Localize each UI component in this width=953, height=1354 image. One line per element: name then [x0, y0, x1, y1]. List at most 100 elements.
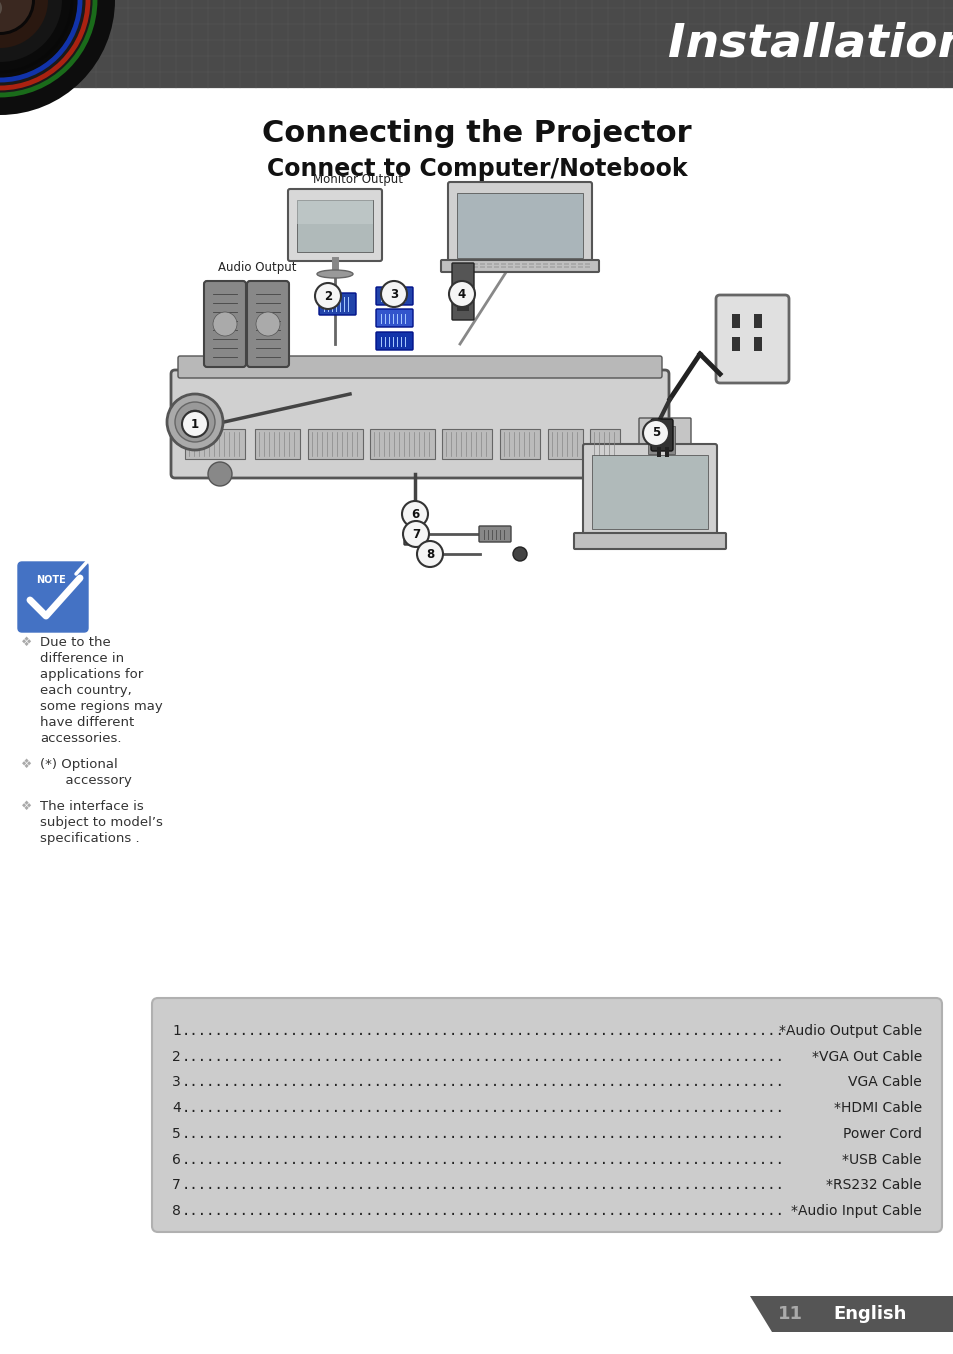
Text: *HDMI Cable: *HDMI Cable — [833, 1101, 921, 1116]
Bar — [370, 429, 435, 459]
Bar — [731, 314, 740, 328]
Bar — [589, 429, 619, 459]
Circle shape — [167, 394, 223, 450]
Circle shape — [513, 547, 526, 561]
Text: each country,: each country, — [40, 684, 132, 697]
FancyBboxPatch shape — [375, 309, 413, 328]
Text: Connect to Computer/Notebook: Connect to Computer/Notebook — [267, 157, 686, 181]
Text: ❖: ❖ — [21, 636, 32, 649]
Bar — [465, 263, 471, 265]
Text: *VGA Out Cable: *VGA Out Cable — [811, 1049, 921, 1064]
Circle shape — [208, 462, 232, 486]
Text: Power Cord: Power Cord — [842, 1127, 921, 1141]
Circle shape — [314, 283, 340, 309]
Bar — [536, 265, 540, 268]
Text: 5: 5 — [172, 1127, 180, 1141]
Circle shape — [255, 311, 280, 336]
Bar — [507, 265, 513, 268]
Bar — [486, 265, 492, 268]
Text: ❖: ❖ — [21, 800, 32, 812]
Bar — [473, 263, 477, 265]
Bar — [494, 263, 498, 265]
Text: 1: 1 — [191, 417, 199, 431]
Bar — [563, 265, 568, 268]
FancyBboxPatch shape — [639, 418, 690, 460]
Circle shape — [607, 462, 631, 486]
Text: 4: 4 — [172, 1101, 180, 1116]
Circle shape — [174, 402, 214, 441]
FancyBboxPatch shape — [178, 356, 661, 378]
Bar — [557, 265, 561, 268]
Bar — [571, 263, 576, 265]
FancyBboxPatch shape — [152, 998, 941, 1232]
Text: 2: 2 — [324, 290, 332, 302]
Bar — [499, 429, 539, 459]
Text: 6: 6 — [172, 1152, 181, 1167]
Bar — [647, 427, 658, 454]
Circle shape — [0, 0, 48, 47]
Text: NOTE: NOTE — [36, 575, 66, 585]
Circle shape — [0, 0, 32, 32]
Text: Audio Output: Audio Output — [217, 261, 296, 274]
Bar — [456, 303, 469, 311]
Bar — [296, 200, 373, 223]
Bar — [308, 429, 363, 459]
Bar — [486, 263, 492, 265]
Text: Monitor Output: Monitor Output — [313, 173, 402, 185]
FancyBboxPatch shape — [440, 260, 598, 272]
Bar — [578, 263, 582, 265]
FancyBboxPatch shape — [403, 531, 426, 546]
Text: *Audio Input Cable: *Audio Input Cable — [790, 1204, 921, 1219]
Circle shape — [401, 501, 428, 527]
Bar — [571, 265, 576, 268]
Text: 8: 8 — [425, 547, 434, 561]
Text: accessories.: accessories. — [40, 733, 121, 745]
Bar — [584, 265, 589, 268]
Bar — [547, 429, 582, 459]
Text: difference in: difference in — [40, 653, 124, 665]
Bar — [452, 263, 456, 265]
Bar — [452, 265, 456, 268]
Text: ........................................................................: ........................................… — [182, 1152, 784, 1167]
Bar — [465, 265, 471, 268]
Bar — [0, 0, 953, 88]
Circle shape — [213, 311, 236, 336]
Bar — [657, 447, 660, 458]
Bar — [664, 427, 675, 454]
Bar — [521, 263, 526, 265]
FancyBboxPatch shape — [288, 190, 381, 261]
Text: specifications .: specifications . — [40, 831, 139, 845]
Bar — [500, 263, 505, 265]
Circle shape — [0, 0, 95, 95]
Bar — [185, 429, 245, 459]
Circle shape — [0, 0, 78, 79]
Text: have different: have different — [40, 716, 134, 728]
FancyBboxPatch shape — [448, 181, 592, 265]
Ellipse shape — [316, 269, 353, 278]
Text: 5: 5 — [651, 427, 659, 440]
Circle shape — [182, 412, 208, 437]
FancyBboxPatch shape — [18, 562, 88, 632]
Bar — [479, 263, 484, 265]
Text: applications for: applications for — [40, 668, 143, 681]
Circle shape — [0, 0, 62, 62]
Text: 3: 3 — [172, 1075, 180, 1090]
Bar — [753, 314, 761, 328]
Text: Installation: Installation — [668, 22, 953, 66]
Circle shape — [449, 282, 475, 307]
Text: 8: 8 — [172, 1204, 181, 1219]
Bar — [515, 263, 519, 265]
Bar — [479, 265, 484, 268]
Bar — [473, 265, 477, 268]
Bar — [507, 263, 513, 265]
Bar — [664, 447, 668, 458]
Circle shape — [402, 521, 429, 547]
FancyBboxPatch shape — [247, 282, 289, 367]
Text: VGA Cable: VGA Cable — [847, 1075, 921, 1090]
Text: 3: 3 — [390, 287, 397, 301]
Circle shape — [0, 0, 115, 115]
Bar — [542, 265, 547, 268]
Bar — [536, 263, 540, 265]
Text: 7: 7 — [412, 528, 419, 540]
Bar — [550, 265, 555, 268]
